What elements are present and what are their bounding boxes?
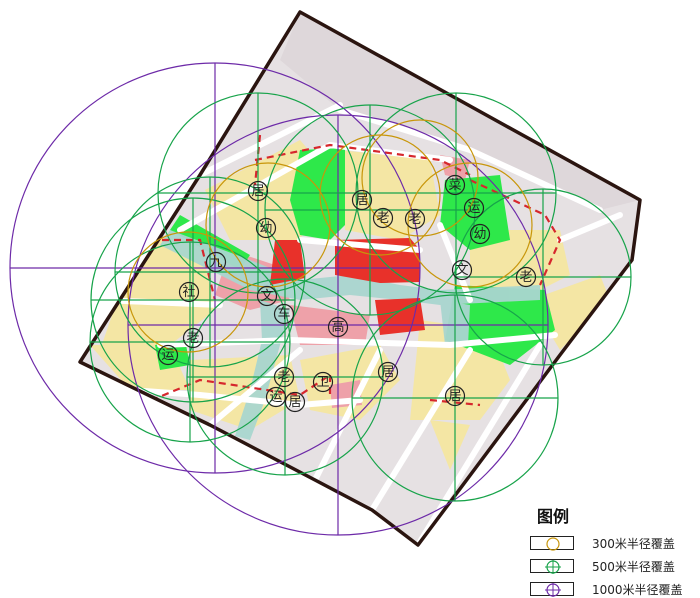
facility-ring-icon (256, 285, 278, 307)
facility-marker-f10: 社 (178, 281, 200, 303)
facility-ring-icon (463, 197, 485, 219)
circle-cross-500-icon (545, 560, 561, 574)
facility-label: 高 (331, 319, 344, 335)
facility-ring-icon (284, 391, 306, 413)
facility-ring-icon (372, 207, 394, 229)
facility-ring-icon (377, 361, 399, 383)
facility-marker-f8: 幼 (469, 223, 491, 245)
facility-label: 社 (182, 284, 195, 300)
legend-row-1000: 1000米半径覆盖 (530, 580, 683, 598)
facility-label: 老 (408, 212, 421, 227)
facility-marker-f9: 九 (205, 251, 227, 273)
facility-marker-f18: 居 (377, 361, 399, 383)
facility-marker-f1: 居 (247, 180, 269, 202)
commercial-zones (270, 238, 425, 335)
facility-marker-f4: 老 (372, 207, 394, 229)
coverage-300-circle-4 (127, 231, 249, 353)
facility-label: 卫 (316, 375, 329, 390)
legend-swatch-500 (530, 559, 574, 574)
facility-label: 幼 (259, 221, 272, 236)
facility-label: 车 (277, 306, 290, 322)
circle-300-icon (546, 537, 560, 551)
coverage-300-circle-2 (319, 134, 441, 256)
facility-ring-icon (182, 327, 204, 349)
facility-ring-icon (444, 385, 466, 407)
facility-marker-f13: 高 (327, 316, 349, 338)
coverage-300-circle-5 (361, 119, 479, 237)
facility-ring-icon (247, 180, 269, 202)
facility-ring-icon (451, 259, 473, 281)
coverage-500-circle-5 (264, 104, 476, 316)
facility-ring-icon (444, 174, 466, 196)
facility-label: 运 (467, 201, 480, 216)
facility-marker-f23: 居 (444, 385, 466, 407)
facility-label: 老 (277, 370, 290, 385)
facility-ring-icon (273, 366, 295, 388)
circle-cross-1000-icon (545, 583, 561, 597)
roads (97, 102, 623, 545)
facility-marker-f3: 居 (351, 189, 373, 211)
legend-label-300: 300米半径覆盖 (592, 536, 675, 551)
facility-label: 居 (381, 365, 394, 380)
facility-label: 居 (355, 193, 368, 208)
facility-ring-icon (515, 266, 537, 288)
facility-label: 文 (455, 263, 468, 278)
facility-label: 居 (288, 395, 301, 410)
facility-label: 老 (376, 211, 389, 226)
facility-ring-icon (178, 281, 200, 303)
facility-label: 老 (519, 270, 532, 285)
facility-marker-f14: 文 (451, 259, 473, 281)
coverage-1000-circle-1 (9, 62, 421, 474)
facility-marker-f6: 菜 (444, 174, 466, 196)
legend-row-300: 300米半径覆盖 (530, 534, 675, 552)
legend-row-500: 500米半径覆盖 (530, 557, 675, 575)
facility-ring-icon (273, 303, 295, 325)
legend-label-500: 500米半径覆盖 (592, 559, 675, 574)
facility-marker-f12: 车 (273, 303, 295, 325)
legend-label-1000: 1000米半径覆盖 (592, 582, 683, 597)
facility-marker-f16: 老 (182, 327, 204, 349)
facility-ring-icon (351, 189, 373, 211)
coverage-500-circle-9 (89, 241, 291, 443)
facility-marker-f2: 幼 (255, 217, 277, 239)
facility-ring-icon (327, 316, 349, 338)
coverage-1000m (9, 62, 549, 536)
facility-marker-f20: 卫 (312, 371, 334, 393)
facility-ring-icon (312, 371, 334, 393)
legend-swatch-300 (530, 536, 574, 551)
facility-marker-f19: 老 (273, 366, 295, 388)
coverage-500-circle-8 (114, 176, 306, 368)
legend-swatch-1000 (530, 582, 574, 597)
facility-marker-f15: 老 (515, 266, 537, 288)
coverage-1000-circle-2 (127, 114, 549, 536)
facility-marker-f21: 运 (265, 386, 287, 408)
facility-label: 居 (251, 184, 264, 199)
facility-marker-f22: 居 (284, 391, 306, 413)
facility-label: 文 (260, 289, 273, 304)
facility-marker-f11: 文 (256, 285, 278, 307)
facility-ring-icon (205, 251, 227, 273)
facility-label: 九 (209, 255, 222, 270)
facility-ring-icon (404, 208, 426, 230)
facility-ring-icon (265, 386, 287, 408)
facility-marker-f5: 老 (404, 208, 426, 230)
facility-markers: 居幼居老 老菜运幼九社 文车高文 老老运居老 卫运居居 (157, 174, 537, 413)
facility-label: 运 (161, 348, 174, 363)
facility-ring-icon (157, 344, 179, 366)
facility-label: 居 (448, 389, 461, 404)
facility-ring-icon (469, 223, 491, 245)
facility-ring-icon (255, 217, 277, 239)
facility-marker-f7: 运 (463, 197, 485, 219)
coverage-500m (89, 92, 632, 502)
facility-label: 运 (269, 390, 282, 405)
facility-marker-f17: 运 (157, 344, 179, 366)
legend-title: 图例 (537, 507, 570, 526)
facility-label: 老 (186, 331, 199, 346)
facility-label: 幼 (473, 227, 486, 242)
facility-label: 菜 (448, 178, 461, 193)
coverage-500-circle-6 (351, 294, 559, 502)
